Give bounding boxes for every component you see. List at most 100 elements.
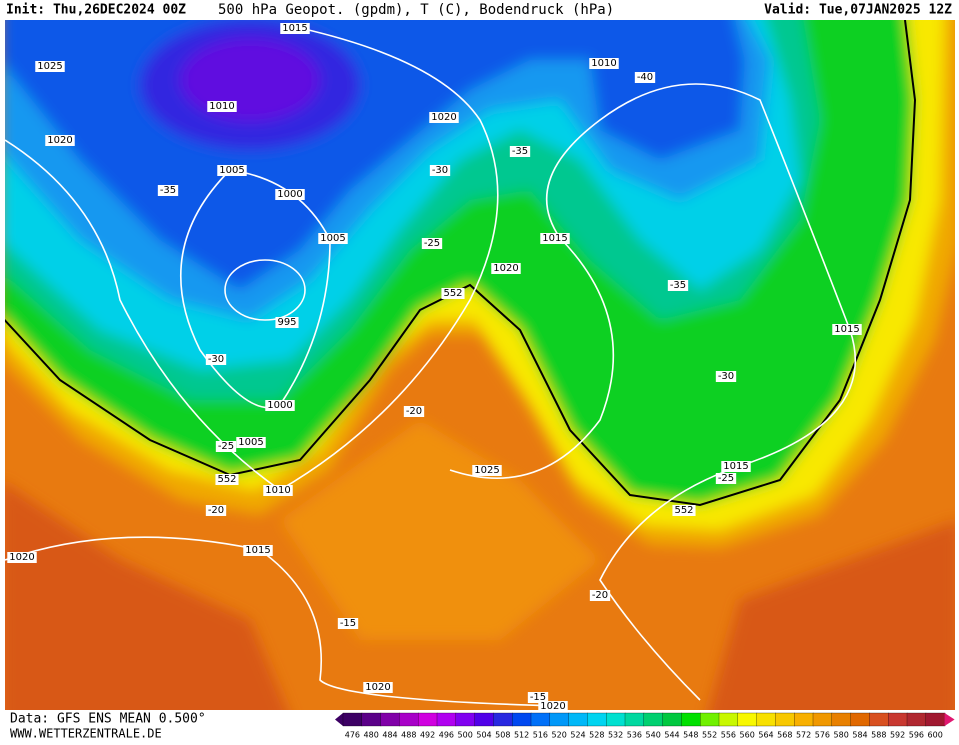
map-label-box — [275, 189, 305, 200]
map-label: 552 — [674, 505, 693, 516]
legend-tick-label: 556 — [721, 731, 736, 740]
legend-arrow-left — [335, 713, 343, 726]
legend-swatch — [418, 712, 438, 727]
map-label: 1020 — [431, 112, 456, 123]
legend-swatch — [643, 712, 664, 727]
map-label-box — [472, 465, 502, 476]
legend-swatch — [399, 712, 419, 727]
legend-swatch — [493, 712, 513, 727]
site-name: WWW.WETTERZENTRALE.DE — [10, 727, 162, 741]
map-title: 500 hPa Geopot. (gpdm), T (C), Bodendruc… — [218, 2, 614, 18]
map-label-box — [540, 233, 570, 244]
map-label-box — [217, 165, 247, 176]
map-label-box — [491, 263, 521, 274]
legend-tick-label: 476 — [345, 731, 360, 740]
legend-tick-label: 532 — [608, 731, 623, 740]
map-label: -20 — [592, 590, 608, 601]
legend-swatch — [455, 712, 476, 727]
map-label-box — [403, 406, 425, 417]
legend-swatch — [380, 712, 401, 727]
map-label: 1005 — [219, 165, 244, 176]
init-label: Init: Thu,26DEC2024 00Z — [6, 3, 186, 18]
legend-tick-label: 544 — [664, 731, 679, 740]
map-label-box — [589, 58, 619, 69]
map-label-box — [715, 473, 737, 484]
legend-swatch — [662, 712, 683, 727]
map-label: -35 — [670, 280, 686, 291]
map-label-box — [441, 288, 465, 299]
map-label-box — [589, 590, 611, 601]
legend-tick-label: 588 — [871, 731, 886, 740]
map-label-box — [243, 545, 273, 556]
map-label: 1015 — [542, 233, 567, 244]
legend-tick-label: 528 — [589, 731, 604, 740]
map-label-box — [527, 692, 549, 703]
legend-tick-label: 504 — [476, 731, 491, 740]
map-label-box — [215, 441, 237, 452]
legend-swatch — [549, 712, 570, 727]
map-label-box — [429, 112, 459, 123]
map-label: 1020 — [493, 263, 518, 274]
map-label: 1005 — [320, 233, 345, 244]
legend-tick-label: 552 — [702, 731, 717, 740]
map-label-box — [672, 505, 696, 516]
map-label-box — [280, 23, 310, 34]
map-label: 1020 — [540, 701, 565, 712]
legend-swatch — [568, 712, 589, 727]
legend-tick-label: 576 — [815, 731, 830, 740]
legend-tick-label: 596 — [909, 731, 924, 740]
map-label: 1020 — [9, 552, 34, 563]
legend-swatch — [925, 712, 946, 727]
map-label-box — [538, 701, 568, 712]
map-label: -30 — [208, 354, 224, 365]
legend-swatch — [888, 712, 908, 727]
map-label: 1010 — [591, 58, 616, 69]
map-label-box — [715, 371, 737, 382]
map-label: 995 — [277, 317, 296, 328]
legend-swatch — [681, 712, 701, 727]
map-label-box — [7, 552, 37, 563]
legend-swatch — [812, 712, 833, 727]
map-label: 1000 — [267, 400, 292, 411]
legend-tick-label: 512 — [514, 731, 529, 740]
legend-tick-label: 488 — [401, 731, 416, 740]
map-label: -20 — [208, 505, 224, 516]
legend-tick-label: 520 — [552, 731, 567, 740]
map-label: 1020 — [47, 135, 72, 146]
legend-swatch — [474, 712, 495, 727]
legend-tick-label: 580 — [834, 731, 849, 740]
map-label: -25 — [718, 473, 734, 484]
legend-tick-label: 500 — [458, 731, 473, 740]
map-label-box — [832, 324, 862, 335]
map-label: 1015 — [723, 461, 748, 472]
map-label-box — [667, 280, 689, 291]
map-label-box — [337, 618, 359, 629]
legend-tick-label: 508 — [495, 731, 510, 740]
legend-swatch — [342, 712, 363, 727]
legend-swatch — [775, 712, 795, 727]
map-label-box — [634, 72, 656, 83]
contour-552 — [5, 20, 917, 507]
map-label-box — [236, 437, 266, 448]
map-label: -15 — [340, 618, 356, 629]
map-label-box — [509, 146, 531, 157]
legend-swatch — [587, 712, 607, 727]
map-label: -30 — [718, 371, 734, 382]
map-label: 1000 — [277, 189, 302, 200]
map-label-box — [207, 101, 237, 112]
map-label: 1005 — [238, 437, 263, 448]
legend-tick-label: 600 — [928, 731, 943, 740]
map-label-box — [721, 461, 751, 472]
legend-tick-label: 524 — [570, 731, 585, 740]
legend-tick-label: 564 — [758, 731, 773, 740]
map-label: 1010 — [209, 101, 234, 112]
map-label: -20 — [406, 406, 422, 417]
legend-tick-label: 548 — [683, 731, 698, 740]
isobars — [5, 27, 856, 707]
legend-tick-label: 568 — [777, 731, 792, 740]
legend-swatch — [737, 712, 758, 727]
legend-tick-label: 572 — [796, 731, 811, 740]
legend-tick-label: 484 — [382, 731, 397, 740]
legend-tick-label: 516 — [533, 731, 548, 740]
